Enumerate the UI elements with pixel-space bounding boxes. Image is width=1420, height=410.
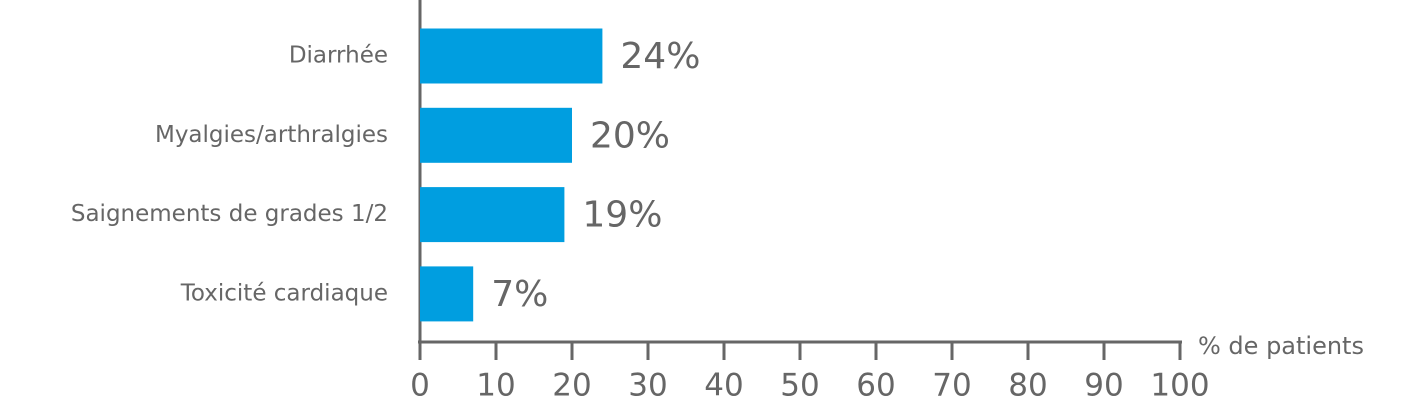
x-tick-label: 60 (856, 368, 895, 404)
x-tick-label: 10 (476, 368, 515, 404)
y-tick-label: Saignements de grades 1/2 (71, 201, 388, 227)
x-tick-label: 80 (1008, 368, 1047, 404)
value-label: 7% (491, 274, 548, 315)
x-tick-label: 100 (1150, 368, 1209, 404)
x-axis-label: % de patients (1198, 332, 1364, 360)
y-tick-label: Myalgies/arthralgies (155, 122, 388, 148)
bar (420, 28, 603, 84)
y-tick-label: Toxicité cardiaque (180, 280, 388, 306)
x-tick-label: 70 (932, 368, 971, 404)
value-label: 20% (590, 115, 670, 156)
x-tick-label: 0 (410, 368, 430, 404)
x-tick-label: 30 (628, 368, 667, 404)
bar (420, 187, 565, 243)
x-tick-label: 40 (704, 368, 743, 404)
value-label: 19% (582, 195, 662, 236)
y-tick-label: Diarrhée (289, 43, 388, 69)
x-tick-label: 20 (552, 368, 591, 404)
x-tick-label: 50 (780, 368, 819, 404)
value-label: 24% (620, 36, 700, 77)
x-tick-label: 90 (1084, 368, 1123, 404)
bar (420, 107, 572, 163)
bar (420, 266, 474, 322)
